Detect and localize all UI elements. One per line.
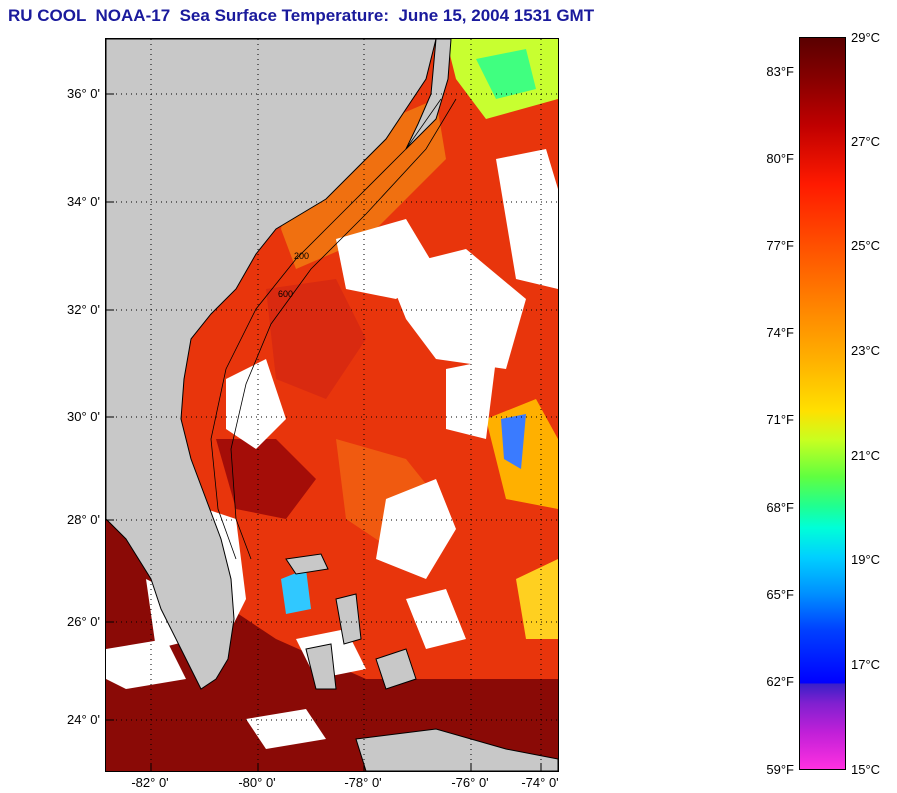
axis-ticks <box>106 93 542 771</box>
colorbar-f-68: 68°F <box>766 500 794 515</box>
colorbar-f-71: 71°F <box>766 412 794 427</box>
map-title: RU COOL NOAA-17 Sea Surface Temperature:… <box>8 6 595 25</box>
colorbar-c-21: 21°C <box>851 448 881 463</box>
lat-label-24: 24° 0' <box>67 712 100 727</box>
lat-label-26: 26° 0' <box>67 614 100 629</box>
colorbar-c-17: 17°C <box>851 657 881 672</box>
lon-label-76: -76° 0' <box>451 775 489 790</box>
gulf-stream-core <box>266 279 366 399</box>
temperature-colorbar <box>799 37 846 770</box>
colorbar-c-23: 23°C <box>851 343 881 358</box>
lat-label-32: 32° 0' <box>67 302 100 317</box>
land-cuba <box>355 728 558 771</box>
gulf-warm-water <box>106 459 558 771</box>
sst-map-canvas: 200 600 <box>106 39 558 771</box>
colorbar-c-25: 25°C <box>851 238 881 253</box>
lon-label-78: -78° 0' <box>344 775 382 790</box>
yellow-patch-southeast <box>516 559 558 639</box>
colorbar-f-83: 83°F <box>766 64 794 79</box>
isobath-label-200: 200 <box>294 251 309 261</box>
colorbar-c-15: 15°C <box>851 762 881 777</box>
colorbar-f-59: 59°F <box>766 762 794 777</box>
bahamas-islands <box>285 553 417 690</box>
lon-label-82: -82° 0' <box>131 775 169 790</box>
outer-banks <box>405 39 452 150</box>
colorbar-f-77: 77°F <box>766 238 794 253</box>
cool-patch-green <box>476 49 536 99</box>
warm-eddy <box>216 439 316 519</box>
colorbar-c-19: 19°C <box>851 552 881 567</box>
sst-map: 200 600 <box>105 38 559 772</box>
land-southeast-us <box>106 39 437 690</box>
colorbar-f-80: 80°F <box>766 151 794 166</box>
lat-label-28: 28° 0' <box>67 512 100 527</box>
isobath-contour-inner <box>210 98 442 560</box>
isobath-contour-outer <box>230 98 457 560</box>
colorbar-c-29: 29°C <box>851 30 881 45</box>
colorbar-f-62: 62°F <box>766 674 794 689</box>
cool-blue-patch <box>501 414 526 469</box>
lon-label-80: -80° 0' <box>238 775 276 790</box>
lat-label-36: 36° 0' <box>67 86 100 101</box>
cool-patch-bahamas <box>281 569 311 614</box>
colorbar-c-27: 27°C <box>851 134 881 149</box>
lat-label-34: 34° 0' <box>67 194 100 209</box>
graticule <box>106 39 558 771</box>
colorbar-f-65: 65°F <box>766 587 794 602</box>
isobath-label-600: 600 <box>278 289 293 299</box>
lon-label-74: -74° 0' <box>521 775 559 790</box>
colorbar-f-74: 74°F <box>766 325 794 340</box>
lat-label-30: 30° 0' <box>67 409 100 424</box>
